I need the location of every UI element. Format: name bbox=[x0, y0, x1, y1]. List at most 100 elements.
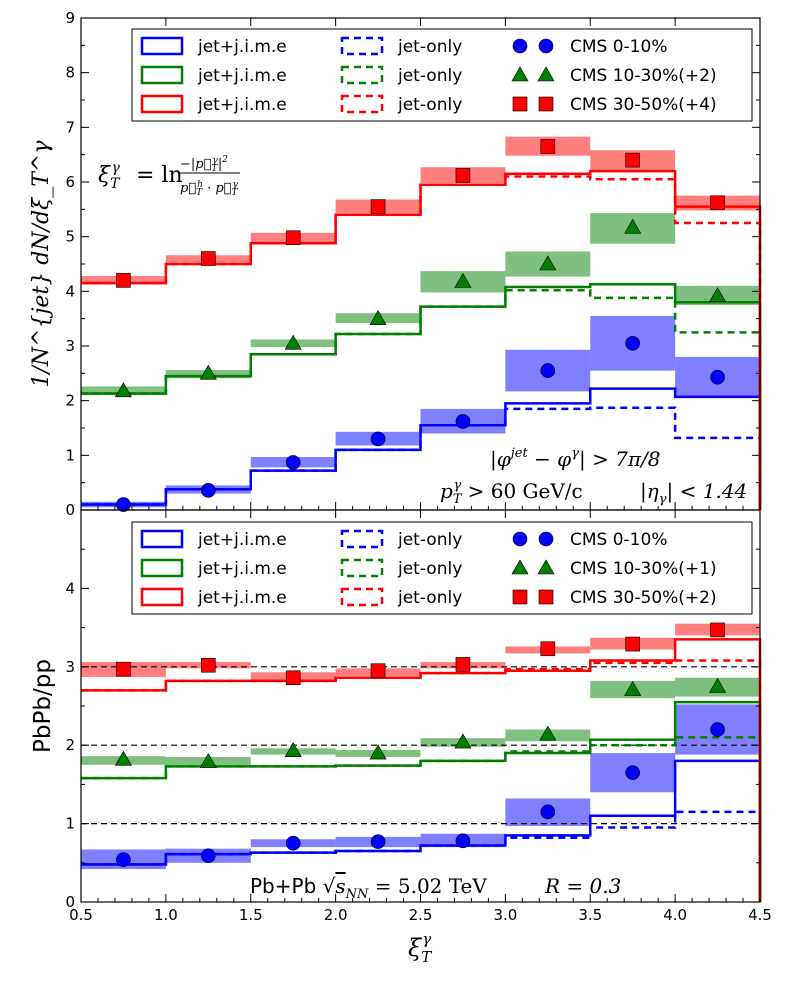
bottom-xtick-label-1: 1.0 bbox=[154, 906, 178, 924]
top-ytick-label-3: 3 bbox=[65, 337, 75, 355]
top-cms-point-2-6 bbox=[625, 152, 640, 168]
bottom-cms-point-2-0 bbox=[116, 661, 131, 677]
bottom-jet-only-line-0 bbox=[81, 810, 762, 902]
bottom-cms-point-1-7 bbox=[709, 677, 727, 693]
bottom-cms-point-2-3 bbox=[370, 663, 386, 679]
top-cms-point-0-0 bbox=[116, 497, 131, 512]
bottom-legend-jetonly-label-1: jet-only bbox=[397, 559, 462, 579]
top-ytick-label-9: 9 bbox=[65, 9, 75, 27]
bottom-cms-point-1-4 bbox=[454, 733, 472, 749]
bottom-panel: 0 1 2 3 4 0.5 1.0 1.5 2.0 2.5 3.0 3.5 4.0 4.5 jet+j.i.… bbox=[30, 509, 772, 966]
bottom-legend-box bbox=[131, 521, 753, 615]
bottom-legend-model-swatch-0 bbox=[140, 529, 184, 549]
top-cms-point-0-5 bbox=[540, 363, 556, 378]
top-ytick-label-2: 2 bbox=[65, 392, 75, 410]
top-ytick-label-7: 7 bbox=[65, 118, 75, 136]
bottom-legend-jetonly-swatch-0 bbox=[340, 529, 384, 549]
bottom-cms-point-2-6 bbox=[625, 636, 640, 652]
top-cms-point-1-1 bbox=[199, 364, 217, 380]
top-legend-model-swatch-1 bbox=[140, 65, 184, 85]
top-legend-cms-label-0: CMS 0-10% bbox=[570, 37, 667, 57]
top-legend-jetonly-swatch-0 bbox=[340, 36, 384, 56]
top-cms-point-0-3 bbox=[370, 431, 386, 447]
top-annotation-dphi: |φjet − φγ| > 7π/8 bbox=[490, 446, 661, 472]
top-cms-point-0-7 bbox=[710, 369, 725, 385]
top-formula-eq: = ln bbox=[136, 163, 183, 188]
bottom-cms-point-0-0 bbox=[116, 852, 131, 867]
bottom-model-line-2 bbox=[81, 638, 762, 902]
bottom-xtick-label-8: 4.5 bbox=[748, 906, 772, 924]
top-formula-lhs: ξTγ bbox=[98, 160, 121, 192]
bottom-cms-point-1-5 bbox=[539, 725, 557, 741]
bottom-model-line-0 bbox=[81, 759, 762, 902]
bottom-cms-point-2-4 bbox=[455, 657, 471, 672]
top-cms-point-1-2 bbox=[284, 334, 302, 350]
top-cms-point-1-0 bbox=[114, 382, 132, 398]
top-cms-point-1-7 bbox=[709, 287, 727, 303]
top-legend-box bbox=[131, 28, 753, 122]
top-cms-point-1-4 bbox=[454, 272, 472, 288]
top-legend-model-swatch-0 bbox=[140, 36, 184, 56]
bottom-legend-jetonly-label-2: jet-only bbox=[397, 588, 462, 608]
bottom-cms-point-1-6 bbox=[624, 680, 642, 696]
bottom-legend-model-swatch-2 bbox=[140, 587, 184, 607]
bottom-legend-jetonly-label-0: jet-only bbox=[397, 530, 462, 550]
bottom-legend-marker-b-0 bbox=[538, 531, 554, 547]
top-model-line-0 bbox=[81, 387, 762, 510]
top-legend-jetonly-label-0: jet-only bbox=[397, 37, 462, 57]
top-legend-marker-b-0 bbox=[538, 38, 554, 54]
top-legend-model-label-2: jet+j.i.m.e bbox=[197, 95, 287, 115]
bottom-cms-point-1-3 bbox=[369, 744, 387, 760]
top-legend-jetonly-swatch-2 bbox=[340, 94, 384, 114]
top-ytick-label-6: 6 bbox=[65, 173, 75, 191]
bottom-ytick-label-2: 2 bbox=[65, 736, 75, 754]
top-ytick-label-0: 0 bbox=[65, 501, 75, 519]
bottom-cms-point-1-1 bbox=[199, 753, 217, 768]
bottom-cms-point-0-7 bbox=[710, 722, 725, 737]
bottom-cms-point-2-5 bbox=[540, 641, 556, 657]
bottom-legend-cms-label-1: CMS 10-30%(+1) bbox=[570, 559, 717, 579]
bottom-xtick-label-2: 1.5 bbox=[239, 906, 263, 924]
top-legend-cms-label-2: CMS 30-50%(+4) bbox=[570, 95, 717, 115]
bottom-ylabel: PbPb/pp bbox=[30, 659, 56, 753]
bottom-legend-marker-a-1 bbox=[511, 559, 529, 575]
bottom-legend-marker-a-2 bbox=[512, 589, 528, 605]
top-legend-jetonly-swatch-1 bbox=[340, 65, 384, 85]
top-panel: 0 1 2 3 4 5 6 7 8 9 jet+j.i.m.e jet-only CMS 0-10% je… bbox=[29, 9, 762, 519]
top-ylabel: 1/N^{jet} dN/dξ_T^γ bbox=[29, 140, 54, 388]
bottom-cms-point-0-6 bbox=[625, 765, 640, 780]
bottom-cms-point-1-0 bbox=[114, 750, 132, 766]
bottom-xtick-label-3: 2.0 bbox=[324, 906, 348, 924]
bottom-cms-point-0-5 bbox=[540, 804, 556, 820]
top-cms-point-2-1 bbox=[201, 251, 216, 266]
bottom-legend-model-label-0: jet+j.i.m.e bbox=[197, 530, 287, 550]
top-model-line-1 bbox=[81, 282, 762, 510]
bottom-cms-point-1-2 bbox=[284, 742, 302, 757]
top-cms-point-2-0 bbox=[116, 273, 131, 288]
top-legend-marker-a-0 bbox=[512, 38, 528, 54]
bottom-xtick-label-7: 4.0 bbox=[663, 906, 687, 924]
top-legend-cms-label-1: CMS 10-30%(+2) bbox=[570, 66, 717, 86]
bottom-cms-point-2-1 bbox=[201, 657, 216, 673]
top-formula-den: p⃗Th · p⃗Tγ bbox=[180, 180, 238, 198]
bottom-legend-marker-a-0 bbox=[512, 531, 528, 547]
top-legend-marker-a-1 bbox=[511, 66, 529, 82]
bottom-ytick-label-4: 4 bbox=[65, 579, 75, 597]
top-legend-jetonly-label-1: jet-only bbox=[397, 66, 462, 86]
top-annotation-eta: |ηγ| < 1.44 bbox=[640, 479, 747, 507]
bottom-cms-point-2-2 bbox=[285, 670, 301, 686]
bottom-xlabel: ξTγ bbox=[408, 930, 432, 966]
top-cms-point-2-5 bbox=[540, 139, 556, 154]
top-cms-point-2-2 bbox=[285, 230, 301, 246]
bottom-annotation-system: Pb+Pb √sNN = 5.02 TeV bbox=[250, 874, 487, 902]
bottom-cms-point-0-4 bbox=[455, 833, 471, 849]
top-ytick-label-1: 1 bbox=[65, 446, 75, 464]
bottom-legend-model-label-2: jet+j.i.m.e bbox=[197, 588, 287, 608]
bottom-cms-point-0-1 bbox=[201, 848, 216, 864]
top-ytick-label-4: 4 bbox=[65, 282, 75, 300]
bottom-xtick-label-4: 2.5 bbox=[409, 906, 433, 924]
bottom-legend-model-label-1: jet+j.i.m.e bbox=[197, 559, 287, 579]
bottom-legend-jetonly-swatch-2 bbox=[340, 587, 384, 607]
top-cms-point-2-3 bbox=[370, 199, 386, 214]
